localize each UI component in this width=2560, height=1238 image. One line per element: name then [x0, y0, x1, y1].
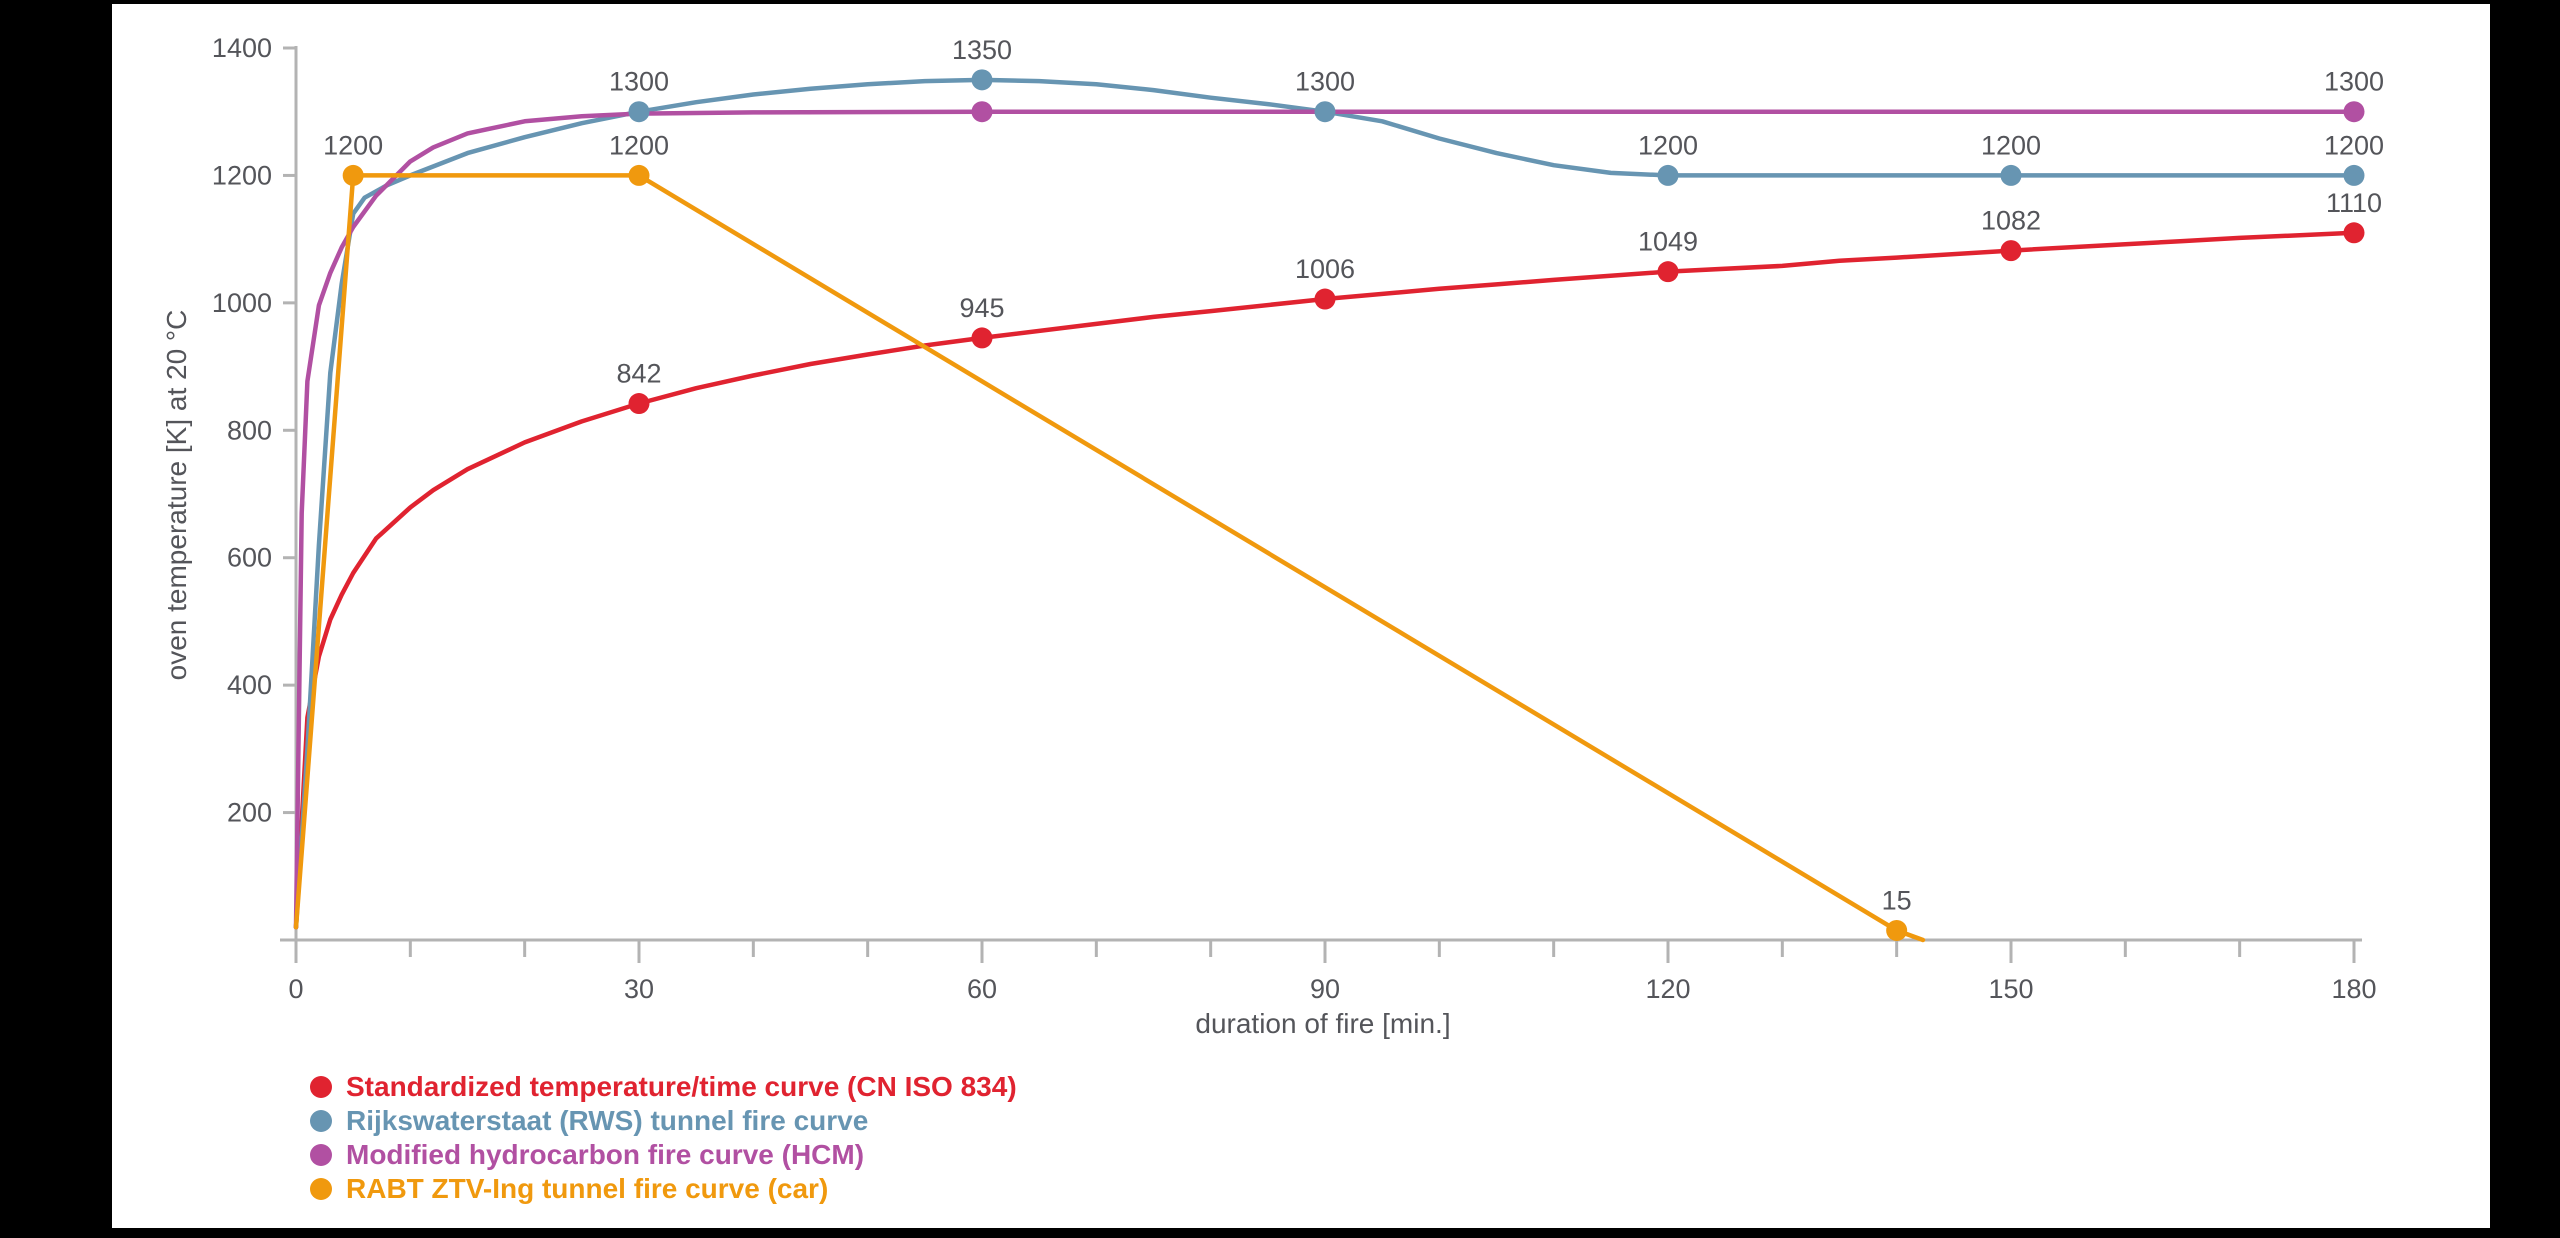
- legend-label: RABT ZTV-Ing tunnel fire curve (car): [346, 1173, 829, 1204]
- data-point-marker: [1657, 261, 1679, 283]
- data-point-marker: [971, 69, 993, 91]
- legend-dot-blue-icon: [310, 1110, 332, 1132]
- data-point-marker: [628, 164, 650, 186]
- legend-item-iso834: Standardized temperature/time curve (CN …: [310, 1070, 1017, 1104]
- x-tick-label: 180: [2331, 974, 2376, 1004]
- legend-label: Modified hydrocarbon fire curve (HCM): [346, 1139, 865, 1170]
- legend-dot-red-icon: [310, 1076, 332, 1098]
- x-tick-label: 90: [1310, 974, 1340, 1004]
- data-point-label: 1200: [1638, 130, 1698, 160]
- data-point-label: 1110: [2326, 188, 2382, 218]
- x-tick-label: 30: [624, 974, 654, 1004]
- legend-item-rws: Rijkswaterstaat (RWS) tunnel fire curve: [310, 1104, 1017, 1138]
- data-point-marker: [2343, 101, 2365, 123]
- data-point-marker: [2000, 240, 2022, 262]
- legend-item-rabt: RABT ZTV-Ing tunnel fire curve (car): [310, 1172, 1017, 1206]
- series-line: [293, 173, 1926, 943]
- data-point-marker: [628, 393, 650, 415]
- x-tick-label: 150: [1988, 974, 2033, 1004]
- data-point-label: 1200: [323, 130, 383, 160]
- data-point-marker: [2343, 222, 2365, 244]
- data-point-label: 1350: [952, 35, 1012, 65]
- y-tick-label: 1000: [212, 288, 272, 318]
- data-point-marker: [2343, 164, 2365, 186]
- curves: [293, 77, 2357, 943]
- x-axis-title: duration of fire [min.]: [1195, 1008, 1450, 1039]
- data-point-label: 1300: [2324, 67, 2384, 97]
- data-point-label: 1049: [1638, 227, 1698, 257]
- legend-dot-orange-icon: [310, 1178, 332, 1200]
- legend-label: Rijkswaterstaat (RWS) tunnel fire curve: [346, 1105, 869, 1136]
- series-line: [293, 109, 2357, 930]
- data-point-label: 1200: [609, 130, 669, 160]
- y-axis-title: oven temperature [K] at 20 °C: [161, 310, 192, 681]
- y-tick-label: 200: [227, 798, 272, 828]
- series-line: [293, 77, 2357, 930]
- x-tick-label: 120: [1645, 974, 1690, 1004]
- y-tick-label: 600: [227, 543, 272, 573]
- data-point-marker: [971, 327, 993, 349]
- data-point-marker: [971, 101, 993, 123]
- axes: 200 400 600 800 1000 1200 1400 0 30 60 90 120 150 180: [212, 33, 2377, 1004]
- data-point-marker: [2000, 164, 2022, 186]
- legend-item-hcm: Modified hydrocarbon fire curve (HCM): [310, 1138, 1017, 1172]
- data-point-label: 1200: [2324, 130, 2384, 160]
- data-point-marker: [628, 101, 650, 123]
- data-point-label: 945: [959, 293, 1004, 323]
- data-point-label: 1200: [1981, 130, 2041, 160]
- data-point-marker: [342, 164, 364, 186]
- data-point-label: 1300: [609, 67, 669, 97]
- data-point-marker: [1314, 101, 1336, 123]
- data-point-label: 1006: [1295, 254, 1355, 284]
- y-tick-label: 1400: [212, 33, 272, 63]
- data-point-marker: [1886, 919, 1908, 941]
- data-point-marker: [1657, 164, 1679, 186]
- y-tick-label: 800: [227, 415, 272, 445]
- legend-dot-purple-icon: [310, 1144, 332, 1166]
- data-point-label: 1082: [1981, 206, 2041, 236]
- data-points: 842 945 1006 1049 1082 1110 1300 1350 1300 1200 12…: [323, 35, 2384, 941]
- data-point-label: 15: [1882, 885, 1912, 915]
- y-tick-label: 400: [227, 670, 272, 700]
- y-tick-label: 1200: [212, 160, 272, 190]
- chart-panel: [112, 4, 2490, 1228]
- data-point-marker: [1314, 288, 1336, 310]
- chart-legend: Standardized temperature/time curve (CN …: [310, 1070, 1017, 1206]
- data-point-label: 1300: [1295, 67, 1355, 97]
- series-line: [293, 230, 2357, 930]
- x-tick-label: 60: [967, 974, 997, 1004]
- legend-label: Standardized temperature/time curve (CN …: [346, 1071, 1017, 1102]
- data-point-label: 842: [616, 359, 661, 389]
- x-tick-label: 0: [288, 974, 303, 1004]
